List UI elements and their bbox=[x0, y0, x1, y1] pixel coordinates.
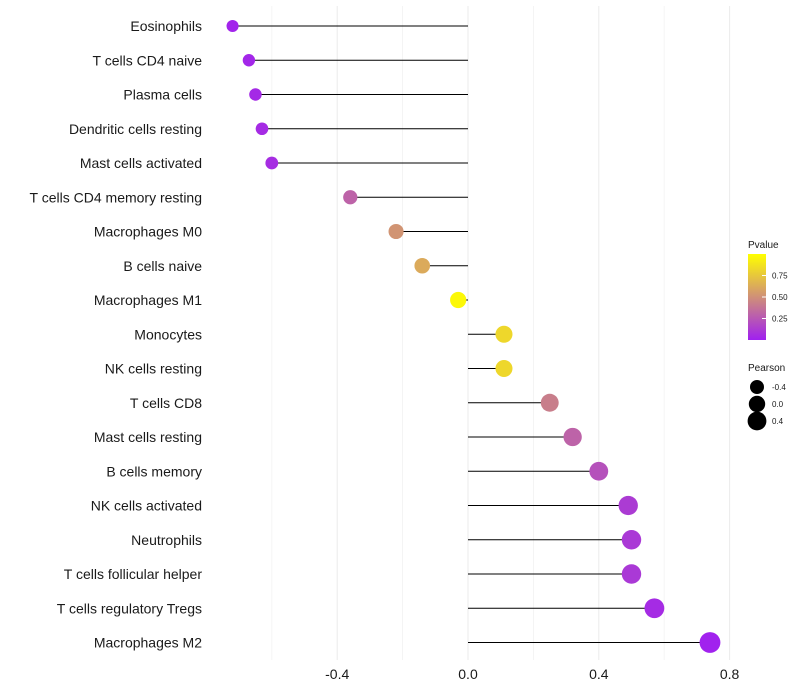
data-point bbox=[265, 156, 279, 170]
data-point bbox=[621, 564, 642, 584]
category-label: Dendritic cells resting bbox=[69, 121, 202, 137]
category-label: B cells memory bbox=[106, 463, 202, 479]
data-point bbox=[621, 530, 642, 550]
category-label: T cells CD8 bbox=[130, 395, 202, 411]
data-point bbox=[589, 461, 609, 481]
category-label: B cells naive bbox=[123, 258, 202, 274]
data-point bbox=[249, 88, 262, 101]
category-label: NK cells activated bbox=[91, 498, 202, 514]
pearson-legend: Pearson -0.4 0.0 0.4 bbox=[747, 363, 786, 431]
stem-layer bbox=[232, 25, 710, 643]
data-point bbox=[226, 19, 239, 33]
data-point bbox=[495, 325, 513, 343]
data-point bbox=[450, 291, 467, 309]
size-legend-label: -0.4 bbox=[772, 383, 786, 392]
x-tick-label: 0.0 bbox=[458, 666, 478, 682]
size-legend-dot bbox=[747, 411, 767, 431]
category-label: Mast cells resting bbox=[94, 429, 202, 445]
size-legend-dot bbox=[748, 395, 766, 413]
x-axis-ticks: -0.4 0.0 0.4 0.8 bbox=[325, 666, 739, 682]
data-point bbox=[388, 223, 404, 240]
data-point bbox=[343, 190, 358, 205]
category-labels: Eosinophils T cells CD4 naive Plasma cells… bbox=[30, 18, 203, 651]
data-point bbox=[414, 257, 430, 274]
grid-layer bbox=[271, 6, 731, 660]
category-label: T cells regulatory Tregs bbox=[57, 600, 202, 616]
category-label: Macrophages M1 bbox=[94, 292, 202, 308]
data-point bbox=[540, 393, 559, 412]
pvalue-legend-title: Pvalue bbox=[748, 240, 779, 251]
category-label: Monocytes bbox=[134, 326, 202, 342]
colorbar-tick-label: 0.25 bbox=[772, 315, 788, 324]
colorbar-tick-label: 0.75 bbox=[772, 272, 788, 281]
pearson-legend-title: Pearson bbox=[748, 363, 785, 374]
category-label: Macrophages M2 bbox=[94, 635, 202, 651]
category-label: T cells CD4 memory resting bbox=[30, 189, 202, 205]
category-label: NK cells resting bbox=[105, 361, 202, 377]
data-point bbox=[644, 598, 665, 619]
category-label: Mast cells activated bbox=[80, 155, 202, 171]
data-point bbox=[618, 495, 638, 516]
pvalue-legend: Pvalue 0.25 0.50 0.75 bbox=[748, 240, 788, 340]
pvalue-colorbar bbox=[748, 254, 766, 340]
x-tick-label: 0.4 bbox=[589, 666, 609, 682]
category-label: Eosinophils bbox=[130, 18, 202, 34]
category-label: T cells CD4 naive bbox=[93, 52, 203, 68]
data-point bbox=[699, 632, 721, 653]
data-point bbox=[242, 54, 256, 67]
category-label: Neutrophils bbox=[131, 532, 202, 548]
colorbar-tick-label: 0.50 bbox=[772, 293, 788, 302]
x-tick-label: 0.8 bbox=[720, 666, 740, 682]
size-legend-label: 0.0 bbox=[772, 400, 784, 409]
size-legend-dot bbox=[750, 380, 764, 394]
x-tick-label: -0.4 bbox=[325, 666, 349, 682]
data-point bbox=[563, 427, 582, 447]
data-point bbox=[255, 122, 269, 136]
point-layer bbox=[226, 19, 721, 653]
category-label: Plasma cells bbox=[123, 87, 202, 103]
category-label: T cells follicular helper bbox=[64, 566, 203, 582]
size-legend-label: 0.4 bbox=[772, 417, 784, 426]
data-point bbox=[495, 359, 513, 378]
category-label: Macrophages M0 bbox=[94, 224, 202, 240]
